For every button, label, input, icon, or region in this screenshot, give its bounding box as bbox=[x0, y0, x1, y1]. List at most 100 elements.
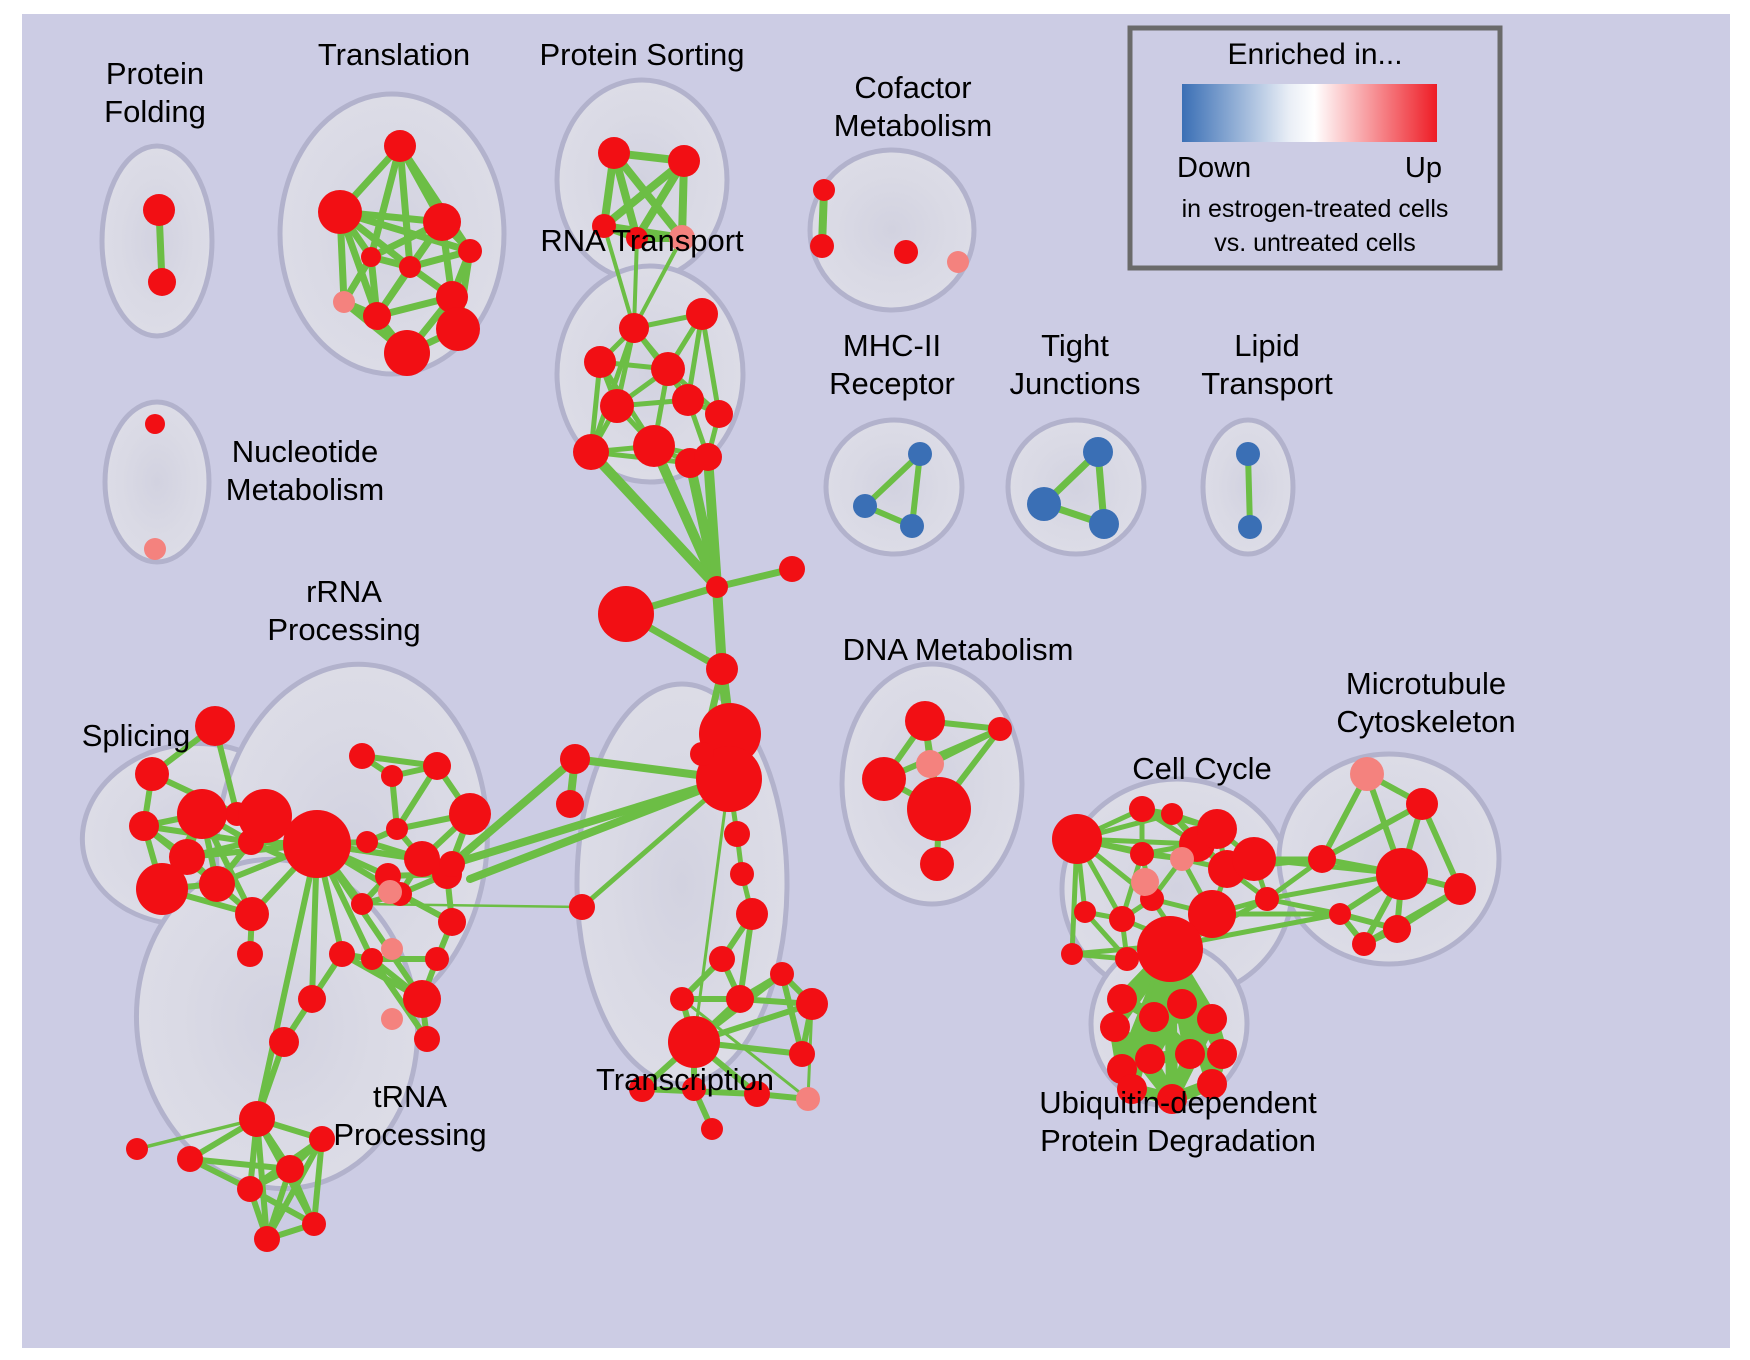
node bbox=[414, 1026, 440, 1052]
cluster-label-cell-cycle: Cell Cycle bbox=[1132, 751, 1272, 786]
node bbox=[1061, 943, 1083, 965]
legend: Enriched in... Down Up in estrogen-treat… bbox=[1127, 25, 1503, 271]
node bbox=[789, 1041, 815, 1067]
node bbox=[136, 863, 188, 915]
network-svg: Protein Folding Translation Protein Sorti… bbox=[79, 25, 1516, 1252]
node bbox=[1383, 915, 1411, 943]
node bbox=[1188, 890, 1236, 938]
node-mid bbox=[916, 750, 944, 778]
node-mid bbox=[1170, 847, 1194, 871]
node bbox=[1109, 906, 1135, 932]
node bbox=[269, 1027, 299, 1057]
node-mid bbox=[378, 880, 402, 904]
node bbox=[626, 227, 648, 249]
node bbox=[1117, 1074, 1147, 1104]
legend-title: Enriched in... bbox=[1227, 38, 1402, 71]
node bbox=[1406, 788, 1438, 820]
node-down bbox=[853, 494, 877, 518]
halo-cofactor bbox=[807, 147, 977, 313]
node-down bbox=[1238, 515, 1262, 539]
node-mid bbox=[1350, 757, 1384, 791]
node bbox=[670, 987, 694, 1011]
halo-tight-junctions bbox=[1005, 417, 1147, 557]
node bbox=[1100, 1012, 1130, 1042]
node-mid bbox=[381, 1008, 403, 1030]
legend-subtitle-line2: vs. untreated cells bbox=[1214, 229, 1416, 257]
node bbox=[177, 789, 227, 839]
node bbox=[706, 576, 728, 598]
node bbox=[1197, 1069, 1227, 1099]
node bbox=[696, 746, 762, 812]
node-down bbox=[908, 442, 932, 466]
node bbox=[1137, 916, 1203, 982]
node bbox=[436, 307, 480, 351]
node bbox=[1207, 1039, 1237, 1069]
node bbox=[1167, 989, 1197, 1019]
node bbox=[672, 384, 704, 416]
cluster-label-protein-sorting: Protein Sorting bbox=[539, 37, 744, 72]
node bbox=[690, 742, 714, 766]
node bbox=[569, 894, 595, 920]
node bbox=[1135, 1044, 1165, 1074]
node bbox=[129, 811, 159, 841]
node bbox=[598, 586, 654, 642]
node bbox=[668, 1016, 720, 1068]
legend-right-label: Up bbox=[1405, 152, 1442, 184]
cluster-label-cofactor-metabolism: Cofactor Metabolism bbox=[834, 70, 993, 143]
node bbox=[592, 214, 616, 238]
node bbox=[361, 247, 381, 267]
node bbox=[404, 841, 440, 877]
node bbox=[425, 947, 449, 971]
cluster-label-trna-processing: tRNA Processing bbox=[333, 1079, 486, 1152]
node bbox=[920, 847, 954, 881]
node bbox=[329, 941, 355, 967]
node bbox=[298, 985, 326, 1013]
node bbox=[283, 810, 351, 878]
node bbox=[177, 1146, 203, 1172]
node-down bbox=[1083, 437, 1113, 467]
node bbox=[238, 789, 292, 843]
node bbox=[237, 1176, 263, 1202]
node bbox=[1129, 796, 1155, 822]
node bbox=[1074, 901, 1096, 923]
legend-colorbar bbox=[1182, 84, 1437, 142]
node bbox=[1197, 1004, 1227, 1034]
node bbox=[458, 239, 482, 263]
node bbox=[1130, 842, 1154, 866]
node-mid bbox=[669, 225, 695, 251]
node-mid bbox=[381, 938, 403, 960]
node bbox=[598, 137, 630, 169]
network-nodes bbox=[126, 130, 1476, 1252]
cluster-label-nucleotide-metabolism: Nucleotide Metabolism bbox=[226, 434, 385, 507]
node bbox=[302, 1212, 326, 1236]
node bbox=[779, 556, 805, 582]
node bbox=[694, 443, 722, 471]
node bbox=[145, 414, 165, 434]
node bbox=[744, 1081, 770, 1107]
cluster-label-rna-transport: RNA Transport bbox=[540, 223, 744, 258]
node-mid bbox=[144, 538, 166, 560]
node bbox=[239, 1101, 275, 1137]
node bbox=[399, 256, 421, 278]
node-mid bbox=[333, 291, 355, 313]
node bbox=[1232, 837, 1276, 881]
node bbox=[1052, 814, 1102, 864]
node bbox=[686, 298, 718, 330]
node bbox=[1197, 809, 1237, 849]
node bbox=[1255, 887, 1279, 911]
node bbox=[363, 302, 391, 330]
halo-nucleotide bbox=[102, 399, 212, 565]
node bbox=[351, 893, 373, 915]
legend-left-label: Down bbox=[1177, 152, 1251, 184]
node bbox=[629, 1076, 655, 1102]
node bbox=[862, 757, 906, 801]
node bbox=[556, 790, 584, 818]
node bbox=[633, 425, 675, 467]
node bbox=[384, 130, 416, 162]
node bbox=[1161, 803, 1183, 825]
node bbox=[349, 743, 375, 769]
node bbox=[600, 389, 634, 423]
legend-subtitle-line1: in estrogen-treated cells bbox=[1182, 195, 1449, 223]
legend-box bbox=[1127, 25, 1503, 271]
